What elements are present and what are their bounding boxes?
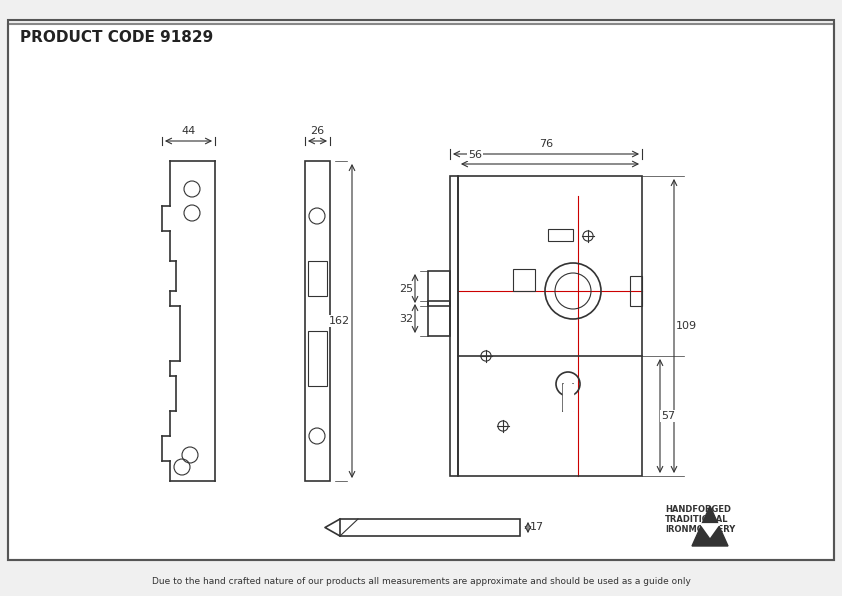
Bar <box>548 229 573 241</box>
Bar <box>428 301 450 336</box>
Bar <box>513 269 535 291</box>
Bar <box>305 161 330 481</box>
Text: Due to the hand crafted nature of our products all measurements are approximate : Due to the hand crafted nature of our pr… <box>152 577 690 586</box>
Text: IRONMONGERY: IRONMONGERY <box>665 525 735 534</box>
Bar <box>458 176 642 476</box>
Bar <box>308 261 327 296</box>
Text: TRADITIONAL: TRADITIONAL <box>665 515 728 524</box>
Text: 57: 57 <box>661 411 675 421</box>
Polygon shape <box>563 384 573 411</box>
Polygon shape <box>700 524 720 538</box>
Bar <box>428 271 450 306</box>
Text: 17: 17 <box>530 523 544 532</box>
Text: 44: 44 <box>181 126 195 136</box>
Text: 26: 26 <box>311 126 324 136</box>
Text: 109: 109 <box>676 321 697 331</box>
Text: 56: 56 <box>468 150 482 160</box>
Text: PRODUCT CODE 91829: PRODUCT CODE 91829 <box>20 30 213 45</box>
Polygon shape <box>692 506 728 546</box>
Bar <box>308 331 327 386</box>
Bar <box>630 276 642 306</box>
Text: 162: 162 <box>329 316 350 326</box>
Text: 32: 32 <box>399 313 413 324</box>
Text: 76: 76 <box>539 139 553 149</box>
Text: 25: 25 <box>399 284 413 293</box>
Text: HANDFORGED: HANDFORGED <box>665 505 731 514</box>
Bar <box>340 519 520 536</box>
Bar <box>450 176 458 476</box>
